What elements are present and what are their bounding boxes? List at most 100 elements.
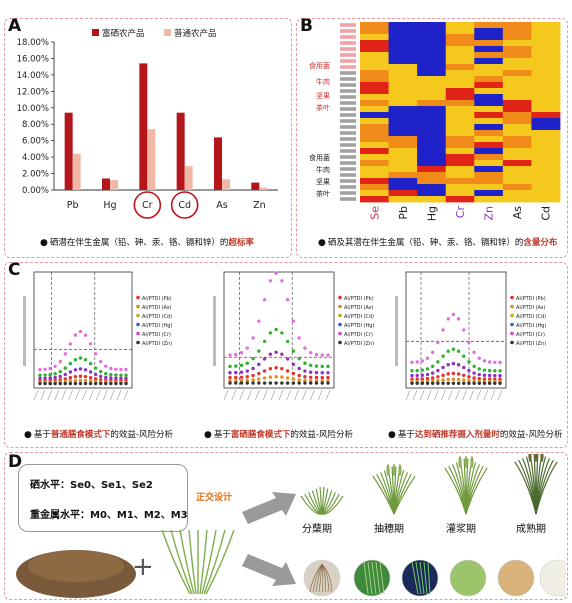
heatmap-cell xyxy=(502,112,532,119)
highlight-circle xyxy=(170,191,199,219)
data-point xyxy=(297,366,301,371)
rice-plant-icon xyxy=(535,461,558,515)
heatmap-cell xyxy=(360,178,389,185)
root-strand xyxy=(312,563,323,593)
data-point xyxy=(262,357,267,361)
rice-panicle-icon xyxy=(458,456,462,468)
rice-panicle-icon xyxy=(392,464,396,476)
data-point xyxy=(88,381,93,386)
rice-plant-icon xyxy=(321,495,344,515)
data-point xyxy=(297,336,301,340)
data-point xyxy=(280,375,284,379)
caption-highlight: 富硒膳食模式下 xyxy=(230,430,291,440)
data-point xyxy=(472,350,476,355)
heatmap-cell xyxy=(474,76,504,83)
rice-plant-icon xyxy=(465,467,488,515)
heatmap-cell xyxy=(417,136,447,143)
arrow-down-icon xyxy=(242,554,296,586)
legend-marker xyxy=(510,295,514,300)
heatmap-cell xyxy=(445,112,475,119)
data-point xyxy=(477,376,481,381)
data-point xyxy=(467,381,471,385)
data-point xyxy=(88,361,93,366)
data-point xyxy=(297,356,301,361)
heatmap-cell xyxy=(360,82,389,89)
legend-label: AI/PTDI (Cd) xyxy=(142,314,172,320)
data-point xyxy=(58,381,62,386)
heatmap-cell xyxy=(388,142,418,149)
data-point xyxy=(498,373,502,378)
heatmap-cell xyxy=(531,130,561,137)
seedling-icon xyxy=(179,529,195,595)
y-axis-label xyxy=(213,296,216,366)
data-point xyxy=(119,376,123,381)
data-point xyxy=(285,357,290,361)
heatmap-cell xyxy=(502,34,532,41)
seedling-icon xyxy=(170,529,193,595)
legend-marker xyxy=(338,313,342,318)
x-tick-label: Zn xyxy=(253,200,266,211)
heatmap-cell xyxy=(417,40,447,47)
heatmap-cell xyxy=(502,130,532,137)
data-point xyxy=(477,372,481,377)
data-point xyxy=(446,381,450,385)
data-point xyxy=(99,381,103,386)
y-axis-label xyxy=(23,296,26,366)
data-point xyxy=(446,349,450,353)
data-point xyxy=(234,381,238,385)
heatmap-cell xyxy=(360,58,389,65)
data-point xyxy=(257,377,261,381)
data-point xyxy=(303,369,307,373)
data-point xyxy=(309,363,313,368)
data-point xyxy=(420,381,425,385)
data-point xyxy=(309,381,313,385)
excess-rate-bar-chart: 0.00% 2.00% 4.00% 6.00% 8.00% 10.00% 12.00% 14.… xyxy=(17,28,278,219)
data-point xyxy=(467,378,471,383)
data-point xyxy=(456,317,461,321)
data-point xyxy=(415,373,419,378)
x-tick-label xyxy=(116,389,122,401)
row-name-glyph xyxy=(340,101,356,105)
heatmap-cell xyxy=(360,52,389,59)
data-point xyxy=(436,360,440,364)
heatmap-cell xyxy=(474,52,504,59)
heatmap-cell xyxy=(502,58,532,65)
row-name-glyph xyxy=(340,185,356,189)
data-point xyxy=(93,381,98,386)
heatmap-cell xyxy=(502,124,532,131)
data-point xyxy=(498,381,502,385)
data-point xyxy=(462,373,466,378)
heatmap-cell xyxy=(531,196,561,203)
column-label: Se xyxy=(368,206,381,220)
data-point xyxy=(291,319,296,323)
row-name-glyph xyxy=(340,41,356,45)
data-point xyxy=(280,279,284,283)
data-point xyxy=(88,342,93,346)
heatmap-cell xyxy=(388,166,418,173)
column-label: Cd xyxy=(540,206,553,221)
data-point xyxy=(274,366,278,370)
plot-frame xyxy=(33,271,133,389)
x-tick-label xyxy=(448,389,453,401)
data-point xyxy=(425,367,430,371)
row-name-glyph xyxy=(340,59,356,63)
x-tick-label xyxy=(68,389,73,401)
data-point xyxy=(124,376,128,381)
data-point xyxy=(262,339,267,344)
row-name-glyph xyxy=(340,89,356,93)
caption-post: 的效益-风险分析 xyxy=(499,430,563,440)
heatmap-cell xyxy=(474,190,504,197)
row-name-glyph xyxy=(340,71,356,75)
x-tick-label xyxy=(262,389,268,401)
row-name-glyph xyxy=(340,29,356,33)
y-tick-label: 10.00% xyxy=(17,104,49,114)
heatmap-cell xyxy=(445,28,475,35)
heatmap-cell xyxy=(388,88,418,95)
panel-c-label: C xyxy=(8,260,21,280)
data-point xyxy=(93,377,98,381)
bar xyxy=(184,166,193,190)
data-point xyxy=(38,367,42,372)
data-point xyxy=(446,317,450,321)
heatmap-cell xyxy=(531,46,561,53)
rice-panicle-icon xyxy=(540,454,544,462)
